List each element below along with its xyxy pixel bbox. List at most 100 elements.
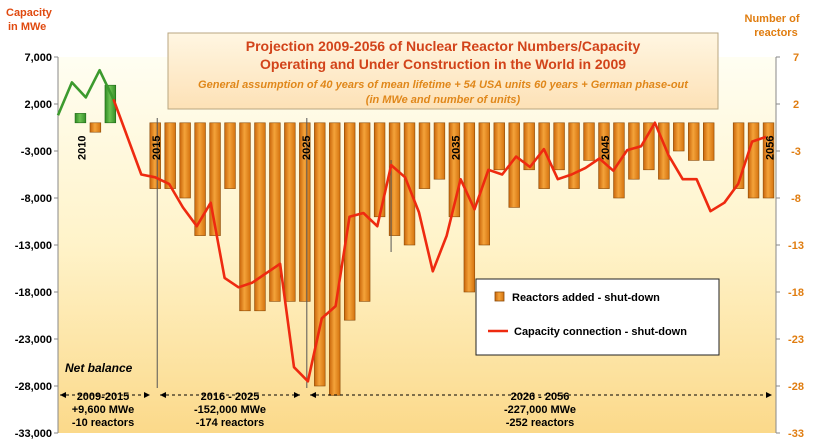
right-axis-label-line1: Number of bbox=[745, 13, 800, 25]
left-axis-ticks: 7,000 2,000 -3,000 -8,000 -13,000 -18,000 -23,… bbox=[15, 52, 58, 440]
chart-subtitle-line1: General assumption of 40 years of mean l… bbox=[198, 79, 689, 91]
legend-frame bbox=[475, 278, 720, 356]
period-mwe: -152,000 MWe bbox=[194, 404, 266, 416]
title-box: Projection 2009-2056 of Nuclear Reactor … bbox=[167, 32, 719, 110]
reactor-bar bbox=[254, 122, 266, 312]
reactor-bar bbox=[164, 122, 176, 189]
right-axis-tick-label: 2 bbox=[793, 99, 799, 111]
x-year-label: 2035 bbox=[450, 136, 462, 160]
period-dividers bbox=[156, 118, 392, 388]
capacity-line-red bbox=[112, 98, 767, 383]
reactor-bar bbox=[598, 122, 610, 189]
net-balance-label: Net balance bbox=[65, 361, 133, 375]
period-mwe: -227,000 MWe bbox=[504, 404, 576, 416]
legend-item-line: Capacity connection - shut-down bbox=[514, 326, 687, 338]
reactor-bar bbox=[329, 122, 341, 396]
reactor-bar bbox=[673, 122, 685, 152]
reactor-bar bbox=[628, 122, 640, 180]
reactor-bar bbox=[732, 122, 745, 189]
reactor-bar bbox=[703, 122, 715, 161]
x-year-label: 2045 bbox=[600, 136, 612, 160]
x-year-label: 2015 bbox=[151, 136, 163, 160]
period-bracket-arrow-left bbox=[60, 392, 66, 398]
right-axis-tick-label: -18 bbox=[788, 287, 804, 299]
reactor-bar bbox=[74, 113, 87, 124]
capacity-line-series bbox=[56, 68, 767, 383]
period-reactors: -10 reactors bbox=[72, 417, 134, 429]
legend: Reactors added - shut-down Capacity conn… bbox=[475, 278, 720, 356]
period-2009-2015: 2009-2015 +9,600 MWe -10 reactors bbox=[72, 391, 134, 429]
period-bracket-arrow-left bbox=[310, 392, 316, 398]
reactor-bar bbox=[643, 122, 655, 171]
reactor-bar bbox=[284, 122, 296, 302]
right-axis-tick-label: -23 bbox=[788, 334, 804, 346]
left-axis-label-line2: in MWe bbox=[8, 21, 46, 33]
right-axis-label-line2: reactors bbox=[754, 27, 797, 39]
right-axis-tick-label: -13 bbox=[788, 240, 804, 252]
reactor-bar bbox=[209, 122, 221, 236]
period-bracket-arrow-right bbox=[144, 392, 150, 398]
period-mwe: +9,600 MWe bbox=[72, 404, 134, 416]
reactor-bar bbox=[358, 122, 371, 302]
period-reactors: -174 reactors bbox=[196, 417, 265, 429]
reactor-bar bbox=[194, 122, 206, 236]
right-axis-tick-label: -3 bbox=[791, 146, 801, 158]
left-axis-tick-label: -18,000 bbox=[15, 287, 52, 299]
reactor-bar bbox=[239, 122, 251, 312]
right-axis-tick-label: -33 bbox=[788, 428, 804, 440]
reactor-bar bbox=[269, 122, 281, 302]
reactor-bar bbox=[149, 122, 161, 189]
reactor-bar bbox=[553, 122, 565, 171]
chart-title-line2: Operating and Under Construction in the … bbox=[260, 56, 626, 72]
reactor-bar bbox=[299, 122, 311, 302]
period-range: 2026 - 2056 bbox=[511, 391, 570, 403]
period-2016-2025: 2016 - 2025 -152,000 MWe -174 reactors bbox=[194, 391, 266, 429]
left-axis-tick-label: -8,000 bbox=[21, 193, 52, 205]
x-year-label: 2025 bbox=[301, 136, 313, 160]
reactor-bar bbox=[433, 122, 446, 180]
left-axis-tick-label: -28,000 bbox=[15, 381, 52, 393]
plot-background bbox=[58, 57, 776, 433]
reactor-bar bbox=[747, 122, 760, 199]
period-range: 2009-2015 bbox=[77, 391, 130, 403]
left-axis-tick-label: -3,000 bbox=[21, 146, 52, 158]
right-axis-tick-label: 7 bbox=[793, 52, 799, 64]
reactor-bar bbox=[762, 122, 775, 199]
x-year-label: 2010 bbox=[76, 136, 88, 160]
reactor-bar bbox=[523, 122, 535, 171]
legend-bar-swatch bbox=[494, 291, 505, 302]
period-reactors: -252 reactors bbox=[506, 417, 575, 429]
chart-subtitle-line2: (in MWe and number of units) bbox=[366, 94, 521, 106]
reactor-bar bbox=[179, 122, 191, 199]
right-axis-ticks: 7 2 -3 -8 -13 -18 -23 -28 -33 bbox=[776, 52, 804, 440]
period-bracket-arrow-left bbox=[160, 392, 166, 398]
reactor-bar bbox=[224, 122, 236, 189]
left-axis-label-line1: Capacity bbox=[6, 7, 53, 19]
capacity-line-green bbox=[56, 68, 115, 116]
reactor-bar bbox=[314, 122, 326, 387]
reactor-bar bbox=[493, 122, 505, 171]
reactor-bar bbox=[688, 122, 700, 161]
right-axis-tick-label: -28 bbox=[788, 381, 804, 393]
reactor-bar bbox=[418, 122, 431, 189]
left-axis-tick-label: 7,000 bbox=[24, 52, 52, 64]
period-2026-2056: 2026 - 2056 -227,000 MWe -252 reactors bbox=[504, 391, 576, 429]
legend-item-bars: Reactors added - shut-down bbox=[512, 292, 660, 304]
period-brackets bbox=[60, 392, 772, 398]
x-year-labels: 2010 2015 2025 2035 2045 2056 bbox=[76, 136, 776, 160]
period-range: 2016 - 2025 bbox=[201, 391, 260, 403]
period-bracket-arrow-right bbox=[294, 392, 300, 398]
right-axis-tick-label: -8 bbox=[791, 193, 801, 205]
period-bracket-arrow-right bbox=[766, 392, 772, 398]
reactor-bar bbox=[89, 122, 102, 133]
reactor-bar bbox=[448, 122, 461, 218]
reactor-bar bbox=[658, 122, 670, 180]
reactor-bar bbox=[403, 122, 416, 246]
left-axis-tick-label: 2,000 bbox=[24, 99, 52, 111]
left-axis-tick-label: -23,000 bbox=[15, 334, 52, 346]
title-box-frame bbox=[167, 32, 719, 110]
left-axis-tick-label: -13,000 bbox=[15, 240, 52, 252]
reactor-bar bbox=[583, 122, 595, 161]
chart-title-line1: Projection 2009-2056 of Nuclear Reactor … bbox=[246, 38, 641, 54]
